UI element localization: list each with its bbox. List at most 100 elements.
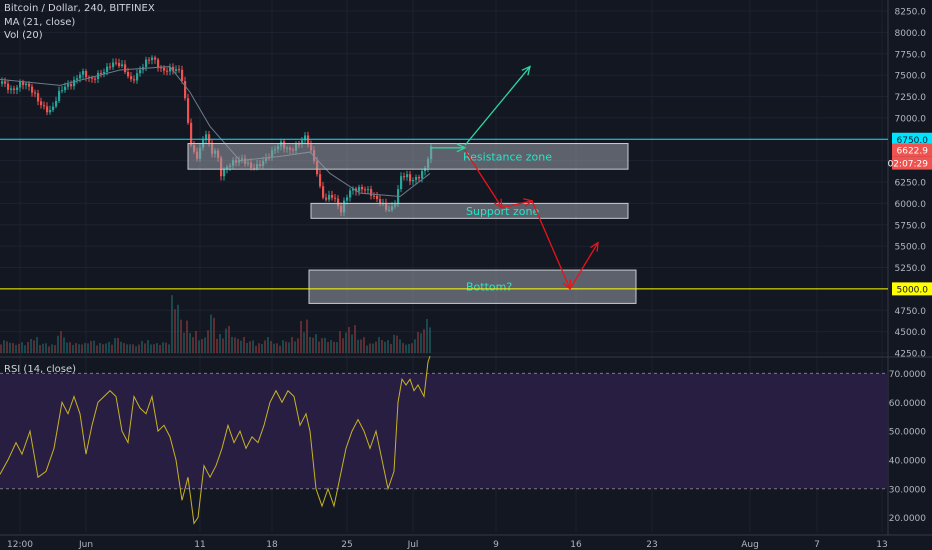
volume-bar (264, 340, 266, 353)
price-badge-label: 6750.0 (897, 136, 929, 146)
candle-body (355, 188, 358, 192)
volume-bar (312, 337, 314, 353)
resistance-zone-label: Resistance zone (463, 150, 552, 163)
price-tick-label: 8000.0 (895, 29, 927, 39)
price-tick-label: 5500.0 (895, 243, 927, 253)
volume-bar (405, 344, 407, 353)
candle-body (139, 69, 142, 74)
candle-body (421, 171, 424, 179)
arrow-to-resistance-head (456, 143, 467, 153)
rsi-tick-label: 60.0000 (889, 399, 926, 409)
volume-bar (30, 338, 32, 353)
candle-body (136, 73, 139, 81)
candle-body (55, 100, 58, 107)
volume-bar (81, 344, 83, 353)
candle-body (190, 122, 193, 146)
candle-body (46, 106, 49, 113)
candle-body (367, 189, 370, 191)
volume-bar (426, 319, 428, 353)
volume-bar (330, 340, 332, 353)
ma-legend[interactable]: MA (21, close) (4, 17, 76, 28)
bullish-arrow (464, 66, 531, 146)
candle-body (337, 198, 340, 206)
candle-body (166, 70, 169, 72)
bottom-zone-box (308, 269, 637, 304)
candle-body (76, 78, 79, 80)
candle-body (328, 194, 331, 200)
rsi-tick-label: 50.0000 (889, 428, 926, 438)
candle-body (325, 197, 328, 200)
volume-bar (195, 331, 197, 353)
candle-body (118, 63, 121, 67)
candle-body (148, 59, 151, 61)
volume-bar (36, 337, 38, 353)
price-badge (892, 156, 932, 170)
candle-body (352, 188, 355, 191)
candle-body (31, 86, 34, 93)
candle-body (85, 71, 88, 78)
volume-bar (42, 343, 44, 353)
volume-bar (222, 338, 224, 353)
candle-body (418, 177, 421, 179)
candle-body (25, 83, 28, 86)
time-tick-label: Jun (78, 540, 93, 550)
candle-body (34, 92, 37, 94)
candle-body (373, 195, 376, 197)
volume-bar (378, 337, 380, 353)
volume-bar (153, 344, 155, 353)
candle-body (334, 197, 337, 199)
volume-bar (429, 327, 431, 353)
candle-body (304, 135, 307, 141)
volume-bar (246, 342, 248, 353)
candle-body (151, 57, 154, 60)
volume-bar (39, 345, 41, 353)
candle-body (67, 84, 70, 87)
candle-body (121, 64, 124, 67)
candle-body (115, 62, 118, 64)
volume-bar (126, 344, 128, 353)
volume-bar (276, 343, 278, 353)
time-tick-label: 16 (570, 540, 582, 550)
rsi-legend[interactable]: RSI (14, close) (4, 364, 77, 375)
volume-bar (159, 344, 161, 353)
volume-bar (360, 339, 362, 353)
volume-bar (315, 334, 317, 353)
candle-body (364, 189, 367, 191)
volume-bar (207, 330, 209, 353)
candle-body (16, 87, 19, 90)
volume-bar (273, 343, 275, 353)
volume-bar (300, 320, 302, 353)
time-tick-label: 12:00 (7, 540, 33, 550)
candle-body (64, 86, 67, 91)
candle-body (223, 169, 226, 177)
volume-bar (6, 341, 8, 353)
candle-body (58, 90, 61, 101)
volume-bar (201, 338, 203, 353)
volume-bar (108, 341, 110, 353)
rsi-tick-label: 40.0000 (889, 456, 926, 466)
volume-bar (57, 335, 59, 353)
candle-body (70, 84, 73, 87)
bearish-arrow-4 (569, 242, 599, 290)
symbol-legend[interactable]: Bitcoin / Dollar, 240, BITFINEX (4, 3, 155, 14)
price-tick-label: 6250.0 (895, 179, 927, 189)
volume-bar (372, 343, 374, 353)
volume-bar (216, 338, 218, 353)
candle-body (406, 174, 409, 178)
candle-body (145, 59, 148, 68)
volume-bar (69, 342, 71, 353)
volume-bar (336, 342, 338, 353)
price-tick-label: 8250.0 (895, 8, 927, 18)
volume-bar (48, 346, 50, 353)
candle-body (73, 79, 76, 87)
candle-body (181, 69, 184, 82)
volume-bar (255, 345, 257, 353)
candle-body (61, 90, 64, 92)
volume-bar (228, 325, 230, 353)
volume-bar (165, 342, 167, 353)
support-zone-box (310, 202, 629, 219)
candle-body (49, 109, 52, 113)
volume-bar (384, 341, 386, 353)
volume-legend[interactable]: Vol (20) (4, 30, 43, 41)
